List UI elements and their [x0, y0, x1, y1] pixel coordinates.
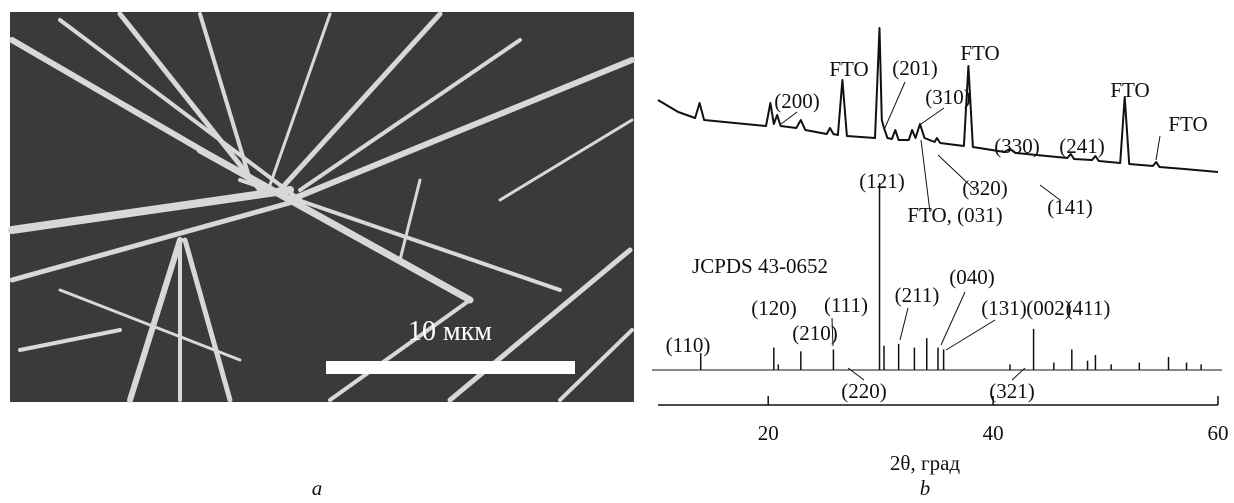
- peak-annotation: FTO: [1168, 112, 1207, 136]
- peak-annotation: (330): [994, 134, 1040, 158]
- peak-annotation: (110): [666, 333, 711, 357]
- peak-annotation: (321): [989, 379, 1035, 403]
- peak-annotation: (121): [859, 169, 905, 193]
- peak-annotation: (131): [981, 296, 1027, 320]
- peak-annotation: FTO, (031): [907, 203, 1002, 227]
- peak-annotation: (320): [962, 176, 1008, 200]
- peak-annotation: (040): [949, 265, 995, 289]
- peak-annotation: (120): [751, 296, 797, 320]
- peak-annotation: (210): [792, 321, 838, 345]
- x-tick-label: 40: [983, 421, 1004, 445]
- scale-bar: [326, 361, 575, 374]
- peak-annotation: (201): [892, 56, 938, 80]
- panel-caption: a: [312, 476, 323, 500]
- peak-annotation: (211): [895, 283, 940, 307]
- peak-annotation: (411): [1066, 296, 1111, 320]
- pattern-line: [657, 27, 1219, 173]
- reference-title: JCPDS 43-0652: [692, 254, 828, 278]
- x-tick-label: 60: [1208, 421, 1229, 445]
- needles: [8, 11, 635, 403]
- peak-annotation: (241): [1059, 134, 1105, 158]
- x-axis-label: 2θ, град: [890, 451, 960, 475]
- peak-annotation: (220): [841, 379, 887, 403]
- peak-annotation: FTO: [1110, 78, 1149, 102]
- peak-annotation: (141): [1047, 195, 1093, 219]
- scale-bar-label: 10 мкм: [408, 316, 492, 347]
- panel-caption: b: [920, 476, 931, 500]
- peak-annotation: FTO: [960, 41, 999, 65]
- x-tick-label: 20: [758, 421, 779, 445]
- peak-annotation: (310): [925, 85, 971, 109]
- peak-annotation: (200): [774, 89, 820, 113]
- peak-annotation: (111): [824, 293, 868, 317]
- peak-annotation: (002): [1026, 296, 1072, 320]
- sem-image: 10 мкм: [8, 11, 635, 403]
- peak-annotation: FTO: [829, 57, 868, 81]
